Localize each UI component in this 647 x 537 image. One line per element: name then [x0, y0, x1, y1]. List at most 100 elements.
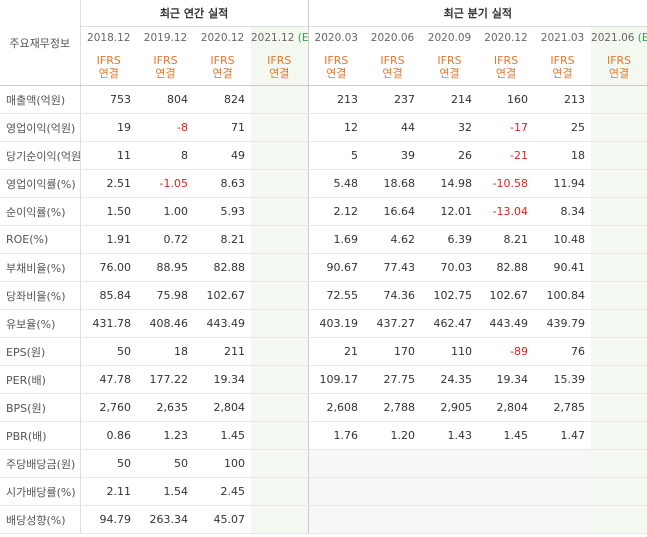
data-row: 당좌비율(%) 85.84 75.98 102.67 72.55 74.36 102.75 1…	[0, 281, 647, 310]
empty-cell	[591, 309, 647, 338]
basis-row: IFRS 연결 IFRS 연결 IFRS 연결 IFRS 연결 IFRS 연결 IFRS 연결 IFRS…	[0, 49, 647, 86]
empty-cell	[251, 281, 309, 310]
data-row: BPS(원) 2,760 2,635 2,804 2,608 2,788 2,905 2,80…	[0, 393, 647, 422]
value-cell: 15.39	[534, 365, 592, 394]
empty-cell	[364, 477, 422, 506]
estimate-marker: (E)	[637, 32, 647, 44]
empty-cell	[421, 449, 479, 478]
value-cell: 5.48	[308, 169, 365, 198]
data-row: 부채비율(%) 76.00 88.95 82.88 90.67 77.43 70.03 82.…	[0, 253, 647, 282]
value-cell: 1.50	[80, 197, 137, 226]
empty-cell	[251, 365, 309, 394]
empty-cell	[591, 113, 647, 142]
value-cell: 2,785	[534, 393, 592, 422]
empty-cell	[308, 505, 365, 534]
value-cell: 0.72	[137, 225, 194, 254]
empty-cell	[251, 85, 309, 114]
empty-cell	[478, 477, 535, 506]
value-cell: 2.12	[308, 197, 365, 226]
row-label: 주당배당금(원)	[0, 449, 81, 478]
value-cell: 26	[421, 141, 479, 170]
row-label: BPS(원)	[0, 393, 81, 422]
row-label: 부채비율(%)	[0, 253, 81, 282]
period-date: 2019.12	[143, 32, 188, 44]
value-cell: -17	[478, 113, 535, 142]
basis-header: IFRS 연결	[194, 49, 251, 86]
value-cell: 443.49	[478, 309, 535, 338]
value-cell: 76	[534, 337, 592, 366]
value-cell: -21	[478, 141, 535, 170]
value-cell: 4.62	[364, 225, 422, 254]
period-date: 2021.06	[591, 32, 635, 44]
value-cell: 18	[137, 337, 194, 366]
value-cell: 12.01	[421, 197, 479, 226]
basis-text: IFRS	[606, 54, 632, 67]
row-label: EPS(원)	[0, 337, 81, 366]
basis-text: IFRS	[437, 54, 462, 67]
basis-text: IFRS	[267, 54, 292, 67]
period-header: 2018.12	[80, 27, 137, 50]
data-row: PBR(배) 0.86 1.23 1.45 1.76 1.20 1.43 1.45 1.47	[0, 421, 647, 450]
empty-cell	[591, 449, 647, 478]
value-cell: 1.69	[308, 225, 365, 254]
empty-cell	[251, 113, 309, 142]
basis-text: 연결	[155, 67, 176, 80]
value-cell: 14.98	[421, 169, 479, 198]
row-label: 유보율(%)	[0, 309, 81, 338]
empty-cell	[251, 225, 309, 254]
value-cell: 32	[421, 113, 479, 142]
row-label: 영업이익률(%)	[0, 169, 81, 198]
value-cell: 102.67	[478, 281, 535, 310]
value-cell: -13.04	[478, 197, 535, 226]
value-cell: 213	[308, 85, 365, 114]
header-label: 주요재무정보	[0, 0, 81, 86]
basis-text: 연결	[212, 67, 233, 80]
value-cell: 1.00	[137, 197, 194, 226]
value-cell: 72.55	[308, 281, 365, 310]
value-cell: 94.79	[80, 505, 137, 534]
value-cell: 19.34	[478, 365, 535, 394]
value-cell: 45.07	[194, 505, 251, 534]
row-label: PER(배)	[0, 365, 81, 394]
value-cell: 462.47	[421, 309, 479, 338]
value-cell: 2.51	[80, 169, 137, 198]
basis-header: IFRS 연결	[478, 49, 535, 86]
empty-cell	[364, 449, 422, 478]
data-row: 매출액(억원) 753 804 824 213 237 214 160 213	[0, 85, 647, 114]
basis-text: IFRS	[324, 54, 349, 67]
empty-cell	[251, 477, 309, 506]
value-cell: 50	[137, 449, 194, 478]
row-label: 시가배당률(%)	[0, 477, 81, 506]
empty-cell	[591, 421, 647, 450]
basis-header: IFRS 연결	[80, 49, 137, 86]
basis-header: IFRS 연결	[534, 49, 592, 86]
value-cell: 71	[194, 113, 251, 142]
value-cell: 110	[421, 337, 479, 366]
value-cell: 70.03	[421, 253, 479, 282]
empty-cell	[534, 477, 592, 506]
value-cell: 27.75	[364, 365, 422, 394]
value-cell: 0.86	[80, 421, 137, 450]
value-cell: 109.17	[308, 365, 365, 394]
empty-cell	[534, 449, 592, 478]
empty-cell	[251, 169, 309, 198]
value-cell: 85.84	[80, 281, 137, 310]
basis-text: 연결	[608, 67, 630, 80]
value-cell: 11.94	[534, 169, 592, 198]
row-label: 당기순이익(억원)	[0, 141, 81, 170]
basis-text: 연결	[439, 67, 460, 80]
empty-cell	[591, 505, 647, 534]
value-cell: 1.91	[80, 225, 137, 254]
value-cell: 100	[194, 449, 251, 478]
value-cell: -10.58	[478, 169, 535, 198]
period-date: 2020.09	[427, 32, 472, 44]
period-header: 2020.12	[194, 27, 251, 50]
empty-cell	[591, 197, 647, 226]
empty-cell	[591, 337, 647, 366]
value-cell: 263.34	[137, 505, 194, 534]
period-header: 2020.09	[421, 27, 478, 50]
empty-cell	[591, 169, 647, 198]
period-header: 2021.06 (E)	[591, 26, 647, 49]
empty-cell	[591, 225, 647, 254]
